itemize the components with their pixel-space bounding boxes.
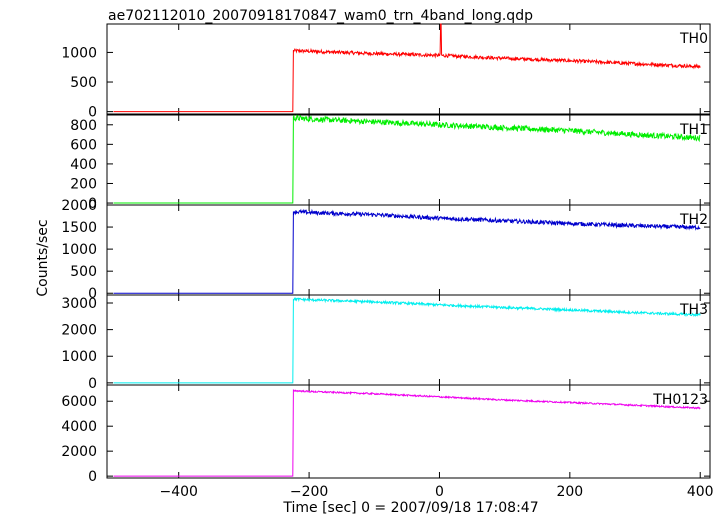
x-tick-label: 0 <box>435 484 444 500</box>
panel-label-TH3: TH3 <box>679 302 708 318</box>
y-tick-label-TH3: 3000 <box>61 296 97 312</box>
panel-label-TH2: TH2 <box>679 212 708 228</box>
chart-title: ae702112010_20070918170847_wam0_trn_4ban… <box>108 8 533 24</box>
x-tick-label: −200 <box>290 484 328 500</box>
series-line-TH3 <box>113 296 701 384</box>
panel-frame-TH3 <box>106 294 711 386</box>
y-tick-label-TH1: 0 <box>88 196 97 212</box>
y-tick-label-TH0123: 0 <box>88 469 97 485</box>
y-tick-label-TH1: 200 <box>70 176 97 192</box>
y-axis-label: Counts/sec <box>35 219 51 296</box>
y-tick-label-TH0: 0 <box>88 105 97 121</box>
y-tick-label-TH2: 1000 <box>61 242 97 258</box>
y-tick-label-TH2: 500 <box>70 264 97 280</box>
y-tick-label-TH1: 600 <box>70 137 97 153</box>
y-tick-label-TH2: 0 <box>88 286 97 302</box>
series-line-TH0123 <box>113 389 701 477</box>
panel-frame-TH0123 <box>106 384 711 479</box>
panel-label-TH0: TH0 <box>679 31 708 47</box>
y-tick-label-TH1: 800 <box>70 118 97 134</box>
x-tick-label: 200 <box>556 484 583 500</box>
y-tick-label-TH0123: 2000 <box>61 444 97 460</box>
y-tick-label-TH0123: 4000 <box>61 419 97 435</box>
y-tick-label-TH0: 1000 <box>61 45 97 61</box>
series-line-TH2 <box>113 208 701 294</box>
x-tick-label: 400 <box>687 484 714 500</box>
y-tick-label-TH3: 1000 <box>61 349 97 365</box>
panels-group: 0 500 1000 TH0 0 200 400 600 800 TH1 0 500 1000 1500 2… <box>61 23 714 500</box>
x-axis-label: Time [sec] 0 = 2007/09/18 17:08:47 <box>282 500 538 516</box>
y-tick-label-TH3: 0 <box>88 376 97 392</box>
panel-frame-TH0 <box>106 23 711 115</box>
y-tick-label-TH2: 1500 <box>61 220 97 236</box>
y-tick-label-TH3: 2000 <box>61 323 97 339</box>
panel-label-TH0123: TH0123 <box>652 392 708 408</box>
panel-label-TH1: TH1 <box>679 122 708 138</box>
series-line-TH1 <box>113 114 701 204</box>
y-tick-label-TH2: 2000 <box>61 198 97 214</box>
y-tick-label-TH1: 400 <box>70 157 97 173</box>
series-line-TH0 <box>113 23 701 113</box>
y-tick-label-TH0123: 6000 <box>61 394 97 410</box>
y-tick-label-TH0: 500 <box>70 75 97 91</box>
x-tick-label: −400 <box>159 484 197 500</box>
panel-frame-TH1 <box>106 114 711 206</box>
